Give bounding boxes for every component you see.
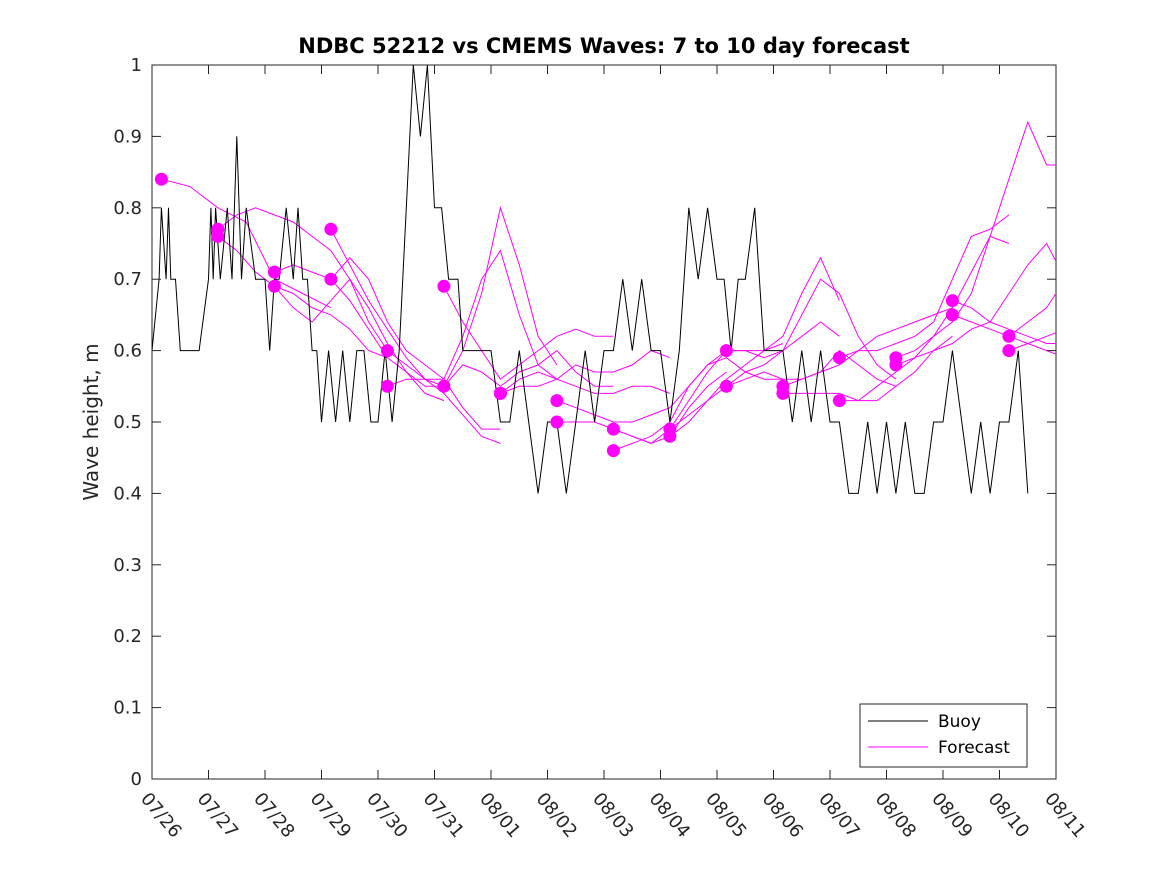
x-tick-label: 08/07 xyxy=(814,789,863,842)
y-tick-label: 0.3 xyxy=(113,555,142,576)
forecast-line-1 xyxy=(161,178,332,309)
plot-area xyxy=(151,64,1057,780)
y-tick-label: 0.6 xyxy=(113,341,142,362)
x-tick-label: 07/30 xyxy=(362,789,411,842)
x-tick-label: 07/31 xyxy=(419,789,468,842)
forecast-line-11 xyxy=(443,349,614,387)
forecast-line-6 xyxy=(330,228,501,444)
forecast-start-marker-30 xyxy=(1002,329,1016,343)
forecast-start-marker-25 xyxy=(832,394,846,408)
x-tick-label: 07/26 xyxy=(136,789,185,842)
forecast-line-10 xyxy=(443,286,614,380)
forecast-start-marker-28 xyxy=(945,294,959,308)
forecast-line-5 xyxy=(274,278,445,402)
x-tick-label: 08/08 xyxy=(871,789,920,842)
x-tick-label: 08/01 xyxy=(475,789,524,842)
x-tick-label: 08/06 xyxy=(758,789,807,842)
forecast-marker-layer xyxy=(154,172,1016,458)
forecast-line-18 xyxy=(669,256,840,437)
forecast-line-22 xyxy=(782,307,953,387)
forecast-start-marker-14 xyxy=(550,394,564,408)
forecast-start-marker-27 xyxy=(889,358,903,372)
x-tick-label: 08/09 xyxy=(927,789,976,842)
forecast-line-7 xyxy=(330,257,501,430)
forecast-start-marker-16 xyxy=(606,422,620,436)
y-tick-label: 0.4 xyxy=(113,483,142,504)
forecast-line-25 xyxy=(839,235,1010,402)
x-tick-label: 08/10 xyxy=(984,789,1033,842)
forecast-start-marker-15 xyxy=(550,415,564,429)
forecast-line-2 xyxy=(217,236,388,359)
y-tick-label: 0.9 xyxy=(113,126,142,147)
x-tick-label: 08/11 xyxy=(1040,789,1089,842)
forecast-line-12 xyxy=(500,350,671,394)
legend-forecast-label: Forecast xyxy=(938,738,1010,758)
forecast-line-31 xyxy=(1008,332,1056,352)
forecast-start-marker-23 xyxy=(776,386,790,400)
forecast-start-marker-7 xyxy=(324,272,338,286)
forecast-start-marker-19 xyxy=(663,422,677,436)
x-tick-label: 08/05 xyxy=(701,789,750,842)
forecast-start-marker-9 xyxy=(380,379,394,393)
forecast-start-marker-8 xyxy=(380,344,394,358)
forecast-line-26 xyxy=(895,120,1056,359)
y-tick-label: 0.2 xyxy=(113,626,142,647)
x-tick-label: 08/03 xyxy=(588,789,637,842)
x-tick-label: 08/04 xyxy=(645,789,694,842)
forecast-start-marker-13 xyxy=(493,386,507,400)
y-axis-label: Wave height, m xyxy=(79,343,103,500)
forecast-start-marker-24 xyxy=(832,351,846,365)
forecast-line-9 xyxy=(387,249,558,387)
forecast-start-marker-31 xyxy=(1002,344,1016,358)
x-tick-label: 07/29 xyxy=(306,789,355,842)
forecast-series-layer xyxy=(161,120,1056,452)
y-tick-label: 0 xyxy=(131,769,142,790)
forecast-line-24 xyxy=(839,214,1010,359)
forecast-line-13 xyxy=(500,378,671,394)
forecast-start-marker-29 xyxy=(945,308,959,322)
forecast-start-marker-11 xyxy=(437,379,451,393)
legend-buoy-label: Buoy xyxy=(938,712,981,732)
buoy-line xyxy=(152,65,1029,494)
x-tick-label: 07/27 xyxy=(193,789,242,842)
y-tick-label: 0.5 xyxy=(113,412,142,433)
legend-box xyxy=(859,703,1028,768)
forecast-start-marker-4 xyxy=(267,265,281,279)
forecast-start-marker-10 xyxy=(437,279,451,293)
x-tick-label: 08/02 xyxy=(532,789,581,842)
forecast-start-marker-6 xyxy=(324,222,338,236)
forecast-line-23 xyxy=(782,335,953,402)
forecast-start-marker-1 xyxy=(154,172,168,186)
legend: Buoy Forecast xyxy=(859,703,1028,768)
forecast-line-29 xyxy=(952,314,1056,355)
forecast-line-8 xyxy=(387,205,558,387)
forecast-start-marker-21 xyxy=(719,379,733,393)
chart-title: NDBC 52212 vs CMEMS Waves: 7 to 10 day f… xyxy=(298,34,909,58)
y-tick-label: 1 xyxy=(131,55,142,76)
y-tick-label: 0.8 xyxy=(113,198,142,219)
buoy-series-layer xyxy=(152,65,1029,494)
y-tick-label: 0.7 xyxy=(113,269,142,290)
forecast-start-marker-17 xyxy=(606,444,620,458)
forecast-line-19 xyxy=(669,321,840,430)
forecast-start-marker-3 xyxy=(211,222,225,236)
x-tick-label: 07/28 xyxy=(249,789,298,842)
forecast-line-30 xyxy=(1008,292,1056,337)
forecast-start-marker-20 xyxy=(719,344,733,358)
y-tick-label: 0.1 xyxy=(113,698,142,719)
forecast-start-marker-5 xyxy=(267,279,281,293)
